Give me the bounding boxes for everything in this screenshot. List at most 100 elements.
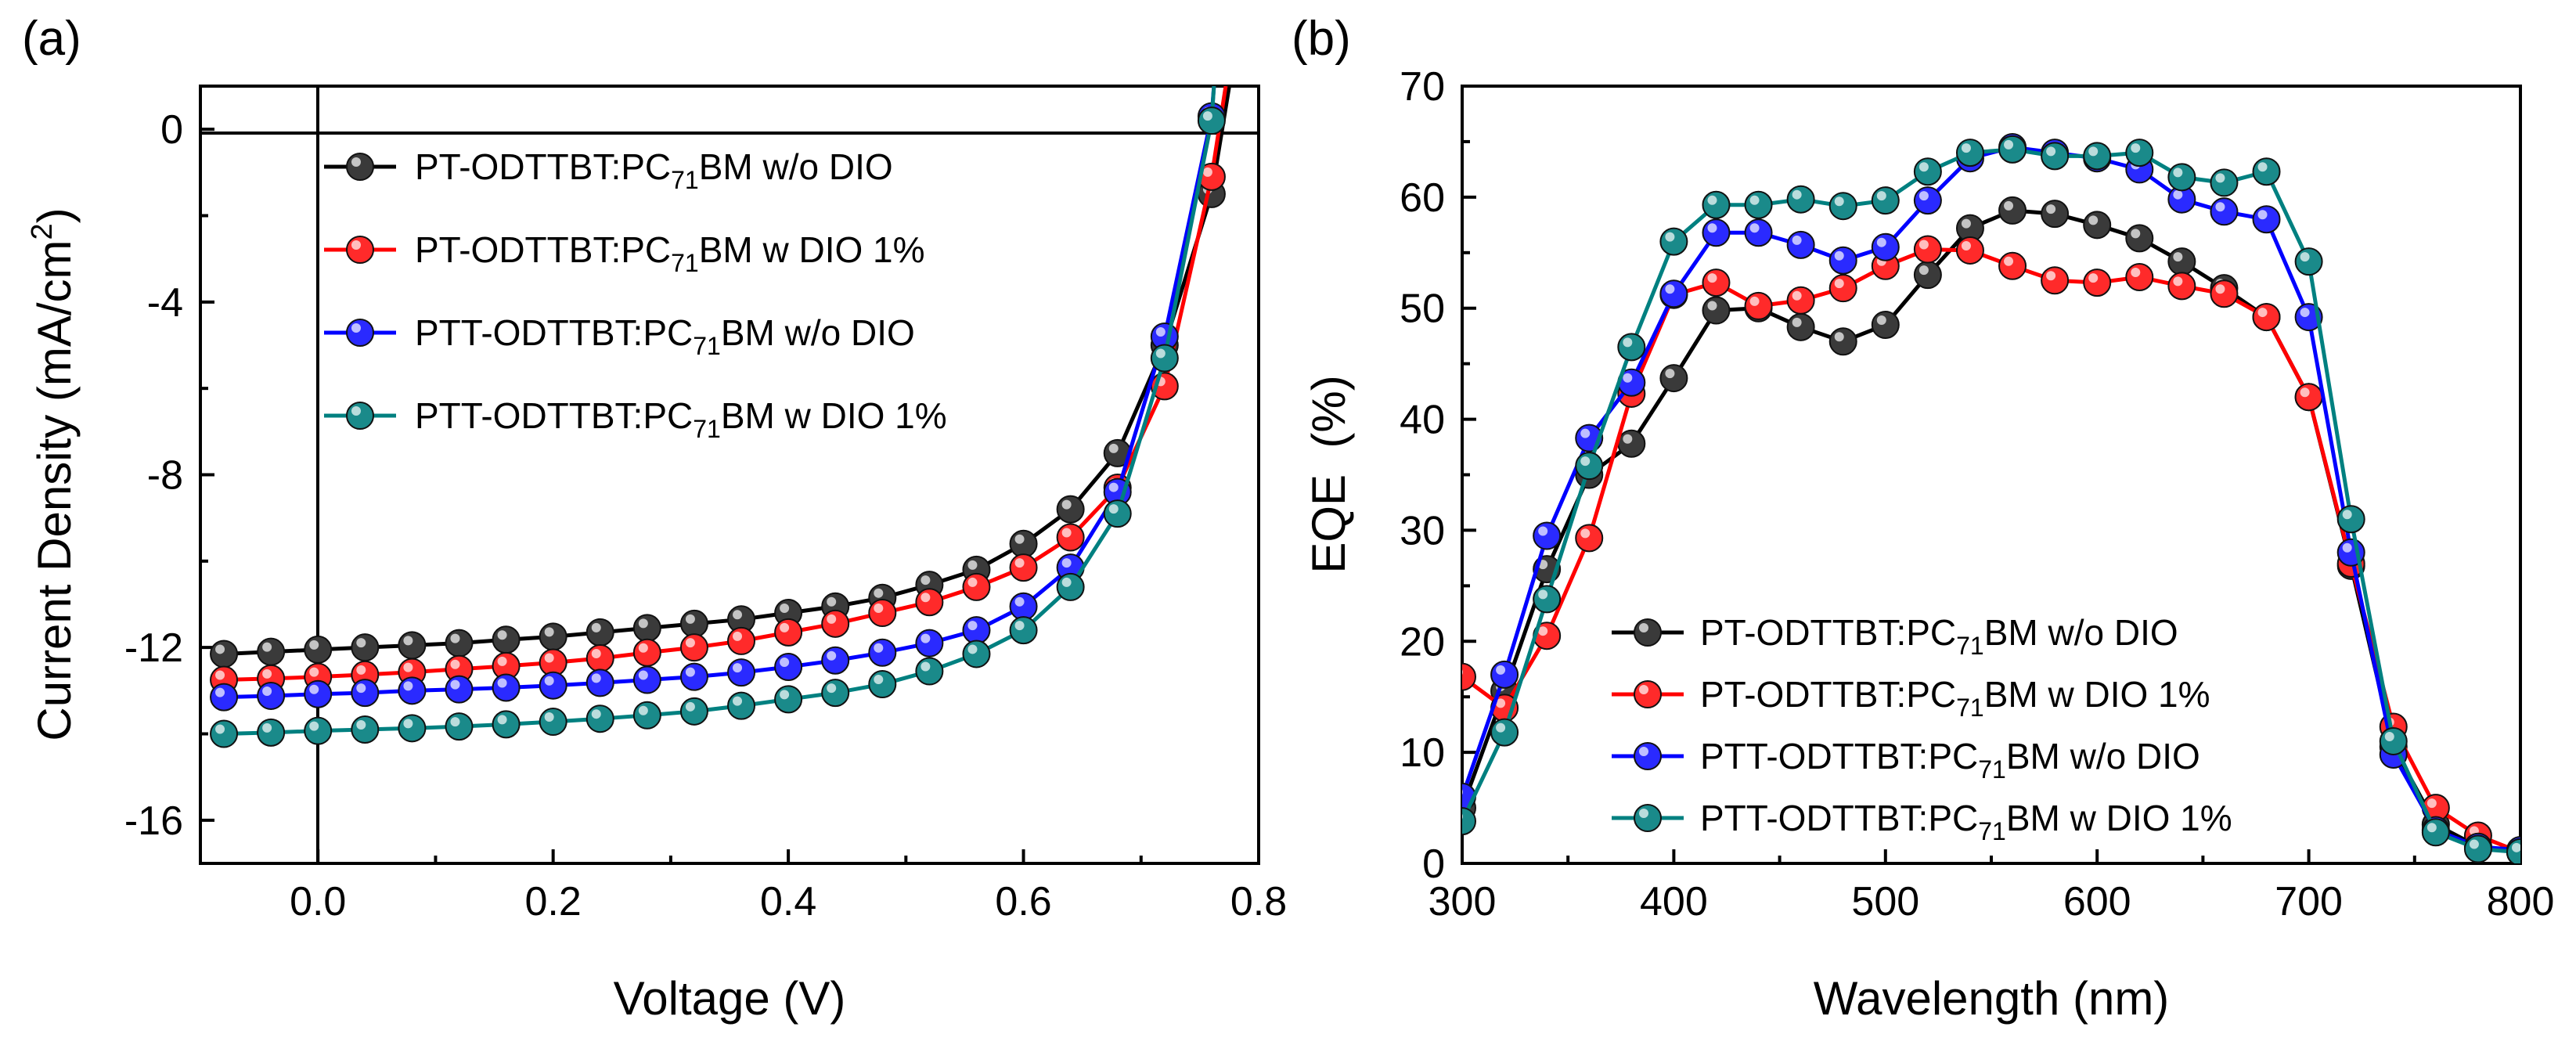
panel-a-x-axis-title: Voltage (V) bbox=[614, 972, 846, 1025]
data-point-highlight bbox=[2046, 271, 2056, 281]
data-point bbox=[1998, 135, 2027, 164]
data-point bbox=[1828, 327, 1857, 356]
data-point-highlight bbox=[2257, 210, 2268, 220]
data-point-highlight bbox=[1749, 195, 1760, 205]
data-point-highlight bbox=[2469, 839, 2479, 849]
data-point-highlight bbox=[685, 614, 695, 624]
data-point-highlight bbox=[1623, 434, 1633, 444]
x-tick-label: 0.6 bbox=[995, 879, 1051, 924]
data-point-highlight bbox=[2004, 256, 2014, 266]
data-point-highlight bbox=[780, 622, 790, 632]
data-point bbox=[445, 629, 474, 658]
data-point-highlight bbox=[827, 614, 837, 624]
legend-marker-highlight bbox=[1639, 747, 1648, 756]
data-point-highlight bbox=[1918, 240, 1929, 250]
legend-label-sub: 71 bbox=[1956, 694, 1984, 722]
data-point-highlight bbox=[591, 622, 601, 632]
data-point bbox=[1702, 268, 1731, 297]
data-point bbox=[2125, 139, 2154, 168]
data-point bbox=[2252, 157, 2281, 186]
data-point bbox=[492, 710, 521, 739]
legend-label-pre: PT-ODTTBT:PC bbox=[1700, 674, 1956, 715]
data-point bbox=[398, 676, 427, 705]
data-point-highlight bbox=[967, 560, 978, 570]
data-point bbox=[2294, 383, 2323, 412]
data-point bbox=[1462, 662, 1476, 691]
data-point-highlight bbox=[1749, 296, 1760, 306]
y-tick-label: -16 bbox=[124, 798, 183, 844]
data-point-highlight bbox=[1665, 369, 1675, 379]
data-point bbox=[2379, 726, 2408, 755]
legend-item: PTT-ODTTBT:PC71BM w/o DIO bbox=[1612, 736, 2200, 784]
data-point bbox=[1575, 452, 1604, 481]
data-point-highlight bbox=[1496, 698, 1506, 708]
data-point bbox=[915, 657, 944, 686]
data-point-highlight bbox=[921, 575, 931, 586]
data-point-highlight bbox=[356, 665, 366, 675]
data-point-highlight bbox=[450, 717, 460, 727]
legend-item: PTT-ODTTBT:PC71BM w DIO 1% bbox=[324, 395, 947, 443]
data-point-highlight bbox=[2300, 387, 2310, 398]
legend-marker bbox=[346, 236, 374, 264]
data-point bbox=[1702, 190, 1731, 219]
panel-b-x-axis-title: Wavelength (nm) bbox=[1814, 972, 2170, 1025]
data-point bbox=[398, 714, 427, 743]
data-point bbox=[304, 635, 333, 664]
data-point bbox=[962, 640, 991, 668]
legend-label-sub: 71 bbox=[693, 332, 721, 360]
data-point-highlight bbox=[591, 709, 601, 719]
panel-a-y-axis-title: Current Density (mA/cm2) bbox=[26, 207, 81, 741]
data-point bbox=[2210, 197, 2239, 226]
data-point-highlight bbox=[1014, 621, 1025, 631]
data-point bbox=[2083, 211, 2112, 240]
data-point bbox=[1913, 186, 1942, 215]
data-point bbox=[210, 683, 239, 712]
legend-item: PT-ODTTBT:PC71BM w DIO 1% bbox=[324, 229, 925, 277]
data-point-highlight bbox=[1876, 191, 1886, 201]
y-tick-label: 0 bbox=[1422, 841, 1445, 887]
data-point-highlight bbox=[1061, 499, 1072, 510]
data-point bbox=[962, 572, 991, 601]
x-tick-label: 0.8 bbox=[1230, 879, 1287, 924]
y-tick-label: 60 bbox=[1400, 175, 1445, 221]
legend-label-sub: 71 bbox=[1978, 817, 2006, 845]
data-point bbox=[1702, 296, 1731, 325]
data-point-highlight bbox=[1876, 237, 1886, 247]
legend-label-pre: PTT-ODTTBT:PC bbox=[415, 395, 693, 436]
data-point-highlight bbox=[1792, 317, 1802, 327]
data-point-highlight bbox=[1061, 577, 1072, 587]
data-point-highlight bbox=[874, 643, 884, 653]
data-point-highlight bbox=[874, 588, 884, 598]
data-point bbox=[1786, 286, 1815, 315]
data-point bbox=[821, 609, 850, 638]
data-point bbox=[1786, 312, 1815, 341]
data-point bbox=[2083, 142, 2112, 171]
legend-label-pre: PT-ODTTBT:PC bbox=[415, 229, 671, 270]
x-tick-label: 800 bbox=[2487, 879, 2555, 924]
data-point bbox=[774, 685, 803, 714]
y-tick-label: 10 bbox=[1400, 730, 1445, 776]
data-point bbox=[492, 625, 521, 654]
data-point bbox=[1009, 529, 1038, 558]
data-point-highlight bbox=[2088, 215, 2099, 225]
data-point bbox=[257, 681, 286, 710]
legend-marker bbox=[346, 319, 374, 347]
data-point-highlight bbox=[1792, 189, 1802, 200]
data-point bbox=[2210, 168, 2239, 197]
data-point-highlight bbox=[2342, 510, 2352, 520]
data-point-highlight bbox=[2384, 731, 2394, 741]
legend-item: PT-ODTTBT:PC71BM w DIO 1% bbox=[1612, 674, 2210, 722]
data-point-highlight bbox=[309, 667, 319, 677]
data-point bbox=[539, 708, 567, 737]
data-point-highlight bbox=[780, 690, 790, 700]
data-point-highlight bbox=[733, 696, 743, 706]
data-point bbox=[1575, 524, 1604, 553]
data-point-highlight bbox=[309, 721, 319, 731]
data-point bbox=[1786, 230, 1815, 259]
legend-label: PT-ODTTBT:PC71BM w DIO 1% bbox=[415, 229, 925, 277]
panel-a-label: (a) bbox=[22, 12, 81, 66]
data-point bbox=[1103, 499, 1132, 528]
legend-label: PT-ODTTBT:PC71BM w DIO 1% bbox=[1700, 674, 2210, 722]
x-tick-label: 300 bbox=[1429, 879, 1497, 924]
legend-label-sub: 71 bbox=[693, 415, 721, 443]
